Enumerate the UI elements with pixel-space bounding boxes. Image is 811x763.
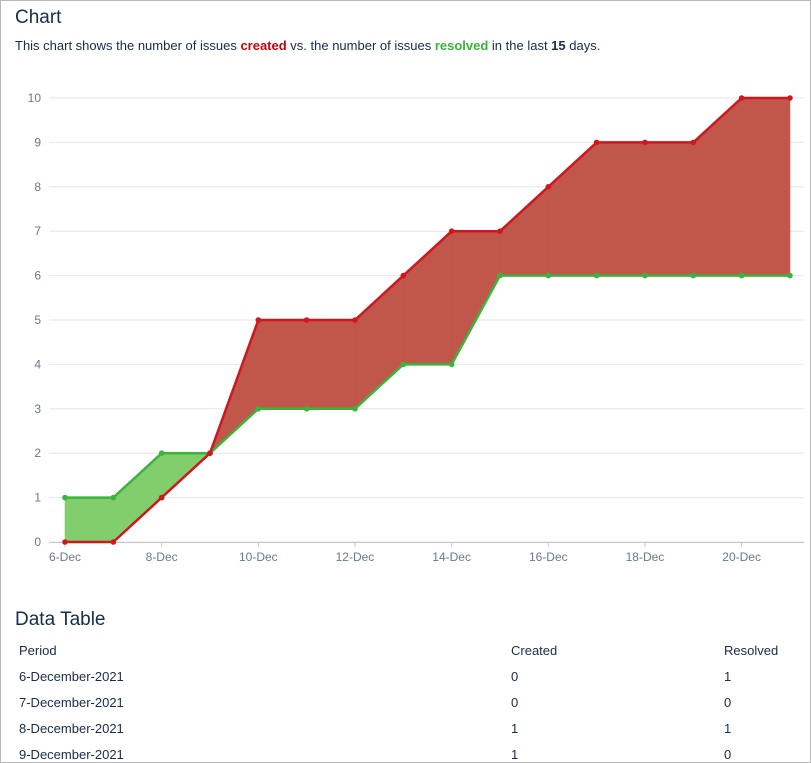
table-row: 8-December-2021 1 1 [15, 715, 804, 741]
cell-resolved: 0 [724, 746, 732, 762]
cell-period: 9-December-2021 [19, 746, 124, 762]
desc-suffix2: days. [565, 38, 601, 53]
cell-created: 0 [511, 668, 519, 684]
fill-area [451, 230, 501, 365]
y-tick-label: 3 [34, 402, 41, 416]
desc-middle: vs. the number of issues [286, 38, 435, 53]
x-tick-label: 18-Dec [626, 550, 665, 564]
created-data-point [738, 95, 745, 101]
fill-area [499, 186, 549, 276]
desc-days: 15 [551, 38, 566, 53]
resolved-data-point [545, 272, 552, 279]
y-tick-label: 6 [34, 269, 41, 283]
chart-description: This chart shows the number of issues cr… [15, 38, 600, 53]
y-tick-label: 0 [34, 535, 41, 549]
fill-area [692, 97, 742, 276]
x-tick-label: 14-Dec [432, 550, 471, 564]
fill-area [64, 497, 114, 543]
cell-resolved: 1 [724, 668, 732, 684]
desc-created: created [240, 38, 287, 53]
x-tick-label: 20-Dec [722, 550, 761, 564]
created-data-point [545, 184, 552, 190]
cell-period: 6-December-2021 [19, 668, 124, 684]
x-tick-label: 6-Dec [49, 550, 81, 564]
y-tick-label: 1 [34, 491, 41, 505]
table-header-row: Period Created Resolved [15, 637, 804, 663]
resolved-data-point [303, 406, 310, 412]
resolved-data-point [787, 272, 793, 279]
x-tick-label: 8-Dec [146, 550, 178, 564]
table-row: 9-December-2021 1 0 [15, 741, 804, 762]
table-row: 7-December-2021 0 0 [15, 689, 804, 715]
resolved-series-line [65, 274, 790, 499]
fill-area [644, 142, 694, 276]
fill-area [306, 319, 356, 410]
resolved-data-point [400, 361, 407, 368]
x-tick-label: 16-Dec [529, 550, 568, 564]
x-tick-label: 12-Dec [336, 550, 375, 564]
cell-created: 0 [511, 694, 519, 710]
created-data-point [400, 272, 407, 279]
fill-area [596, 142, 646, 276]
resolved-data-point [110, 494, 117, 501]
y-tick-label: 9 [34, 135, 41, 149]
created-data-point [787, 95, 793, 101]
header-period: Period [19, 642, 57, 658]
resolved-data-point [593, 272, 600, 279]
resolved-data-point [690, 272, 697, 279]
resolved-data-point [497, 272, 503, 279]
fill-area [741, 97, 791, 276]
cell-created: 1 [511, 746, 519, 762]
data-table-title: Data Table [15, 609, 106, 630]
resolved-data-point [738, 272, 745, 279]
created-data-point [497, 228, 503, 234]
created-data-point [207, 450, 213, 457]
fill-area [403, 230, 452, 365]
resolved-data-point [448, 361, 455, 368]
created-data-point [448, 228, 455, 234]
created-data-point [593, 139, 600, 146]
resolved-data-point [255, 406, 262, 412]
y-tick-label: 5 [34, 313, 41, 327]
header-created: Created [511, 642, 558, 658]
resolved-data-point [352, 406, 358, 412]
y-tick-label: 8 [34, 180, 41, 194]
created-series-line [65, 96, 790, 544]
fill-area [547, 141, 597, 276]
desc-resolved: resolved [434, 38, 489, 53]
created-data-point [62, 539, 68, 545]
created-data-point [303, 317, 310, 323]
chart-title: Chart [15, 7, 62, 28]
data-table: Period Created Resolved 6-December-2021 0… [15, 637, 804, 762]
created-data-point [158, 494, 165, 501]
desc-suffix1: in the last [488, 38, 552, 53]
cell-period: 7-December-2021 [19, 694, 124, 710]
issues-chart: 0 1 2 3 4 5 6 7 8 9 10 6-Dec 8-Dec 10-Dec 12-Dec 14-Dec… [28, 91, 804, 564]
fill-area [113, 452, 162, 543]
cell-resolved: 0 [724, 694, 732, 710]
fill-area [258, 319, 307, 410]
header-resolved: Resolved [724, 642, 779, 658]
resolved-data-point [62, 494, 68, 501]
created-data-point [642, 139, 648, 146]
created-data-point [690, 139, 697, 146]
created-data-point [110, 539, 117, 545]
created-data-point [352, 317, 358, 323]
x-tick-label: 10-Dec [239, 550, 278, 564]
resolved-data-point [158, 450, 165, 457]
desc-prefix: This chart shows the number of issues [15, 38, 241, 53]
fill-area [354, 274, 404, 410]
created-data-point [255, 317, 262, 323]
resolved-data-point [642, 272, 648, 279]
y-tick-label: 7 [34, 224, 41, 238]
cell-period: 8-December-2021 [19, 720, 124, 736]
y-tick-label: 10 [28, 91, 42, 105]
y-tick-label: 2 [34, 446, 41, 460]
table-row: 6-December-2021 0 1 [15, 663, 804, 689]
cell-resolved: 1 [724, 720, 732, 736]
cell-created: 1 [511, 720, 519, 736]
y-tick-label: 4 [34, 357, 41, 371]
